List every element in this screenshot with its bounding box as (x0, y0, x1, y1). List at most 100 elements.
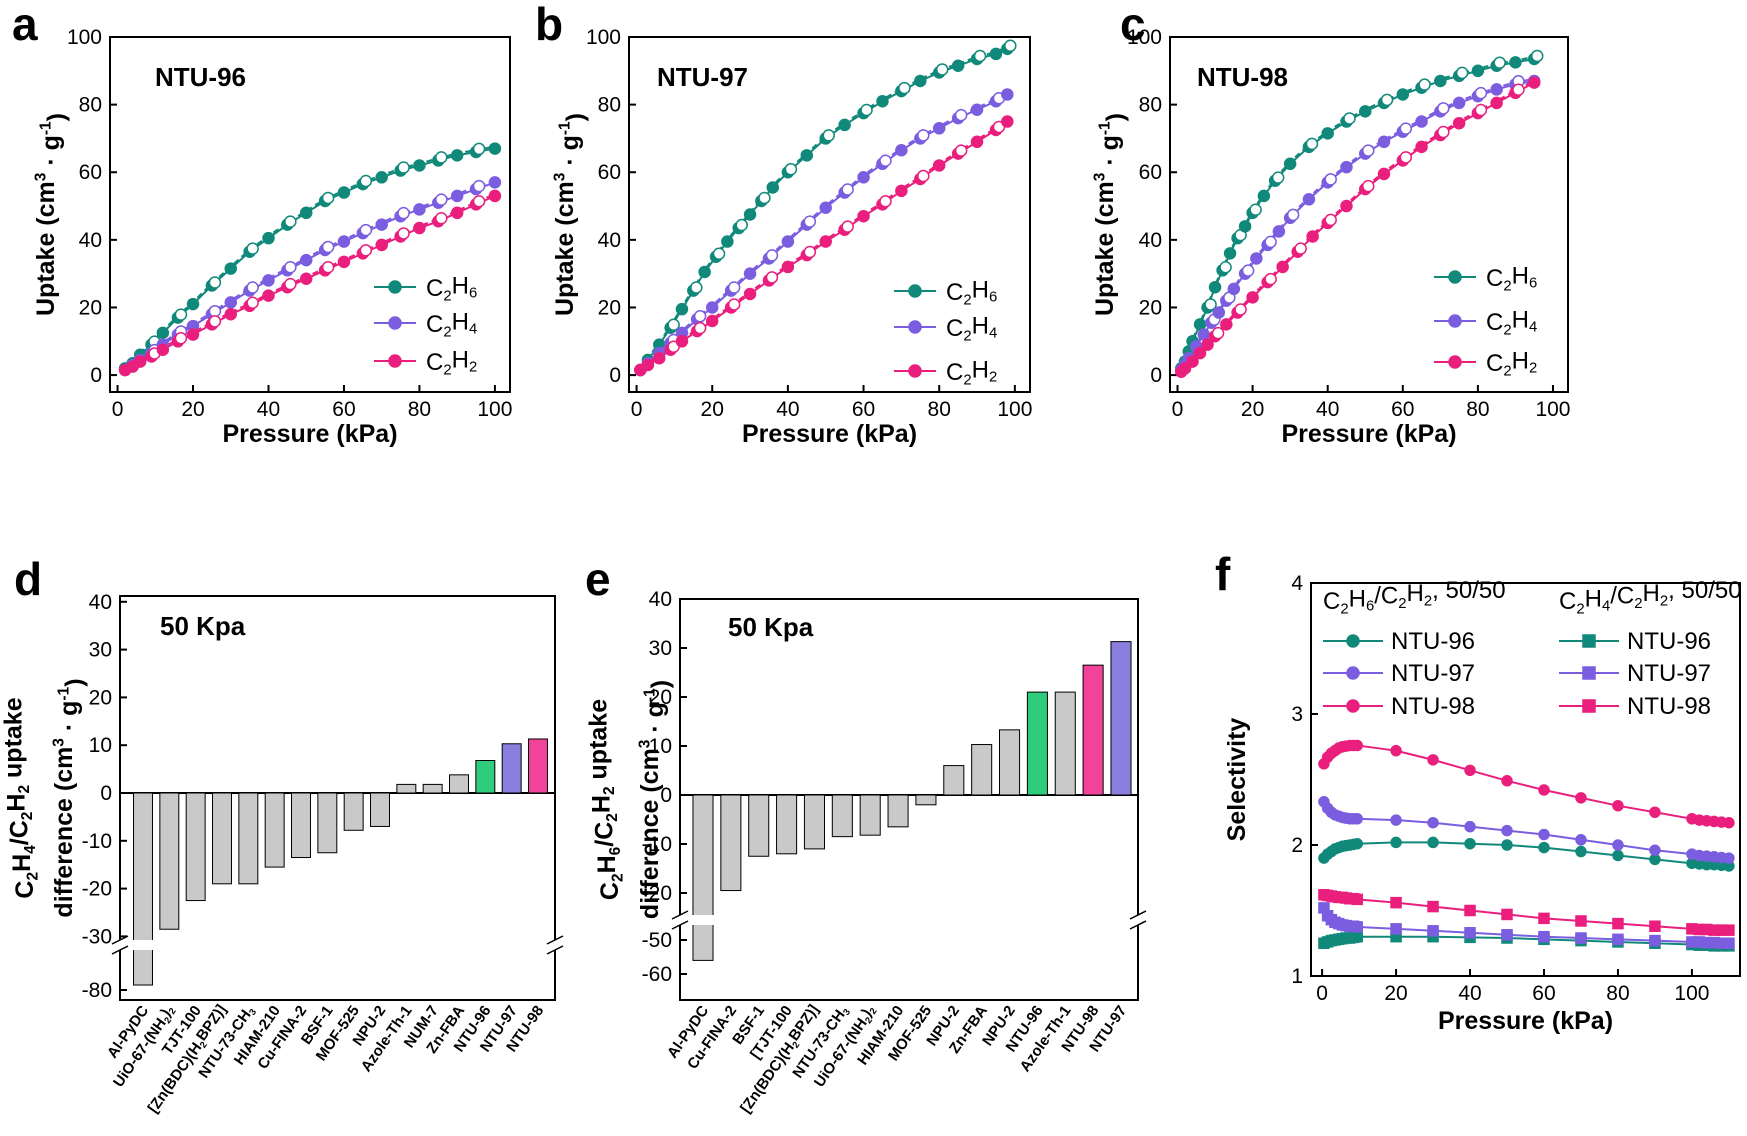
data-point (1390, 896, 1402, 909)
x-tick-label: 80 (408, 398, 431, 421)
data-point (1538, 912, 1550, 925)
adsorption-point (895, 184, 908, 198)
y-tick-label: 60 (598, 161, 621, 184)
adsorption-point (705, 301, 719, 314)
data-point (1575, 834, 1587, 846)
legend-label: C2H4 (426, 308, 477, 340)
y-tick-label: -80 (82, 979, 112, 1002)
data-point (1351, 921, 1363, 933)
adsorption-point (857, 171, 870, 184)
desorption-point (208, 315, 222, 328)
adsorption-point (653, 351, 666, 365)
y-tick-label: -50 (642, 929, 672, 952)
data-point (1390, 923, 1402, 935)
desorption-point (1305, 137, 1319, 151)
adsorption-point (1321, 127, 1334, 140)
data-point (1501, 775, 1513, 787)
desorption-point (1474, 103, 1488, 117)
y-axis-label-line1: C2H4/C2H2 uptake (0, 697, 42, 898)
data-point (1351, 837, 1363, 850)
adsorption-point (299, 253, 313, 267)
y-tick-label: -20 (642, 882, 672, 905)
adsorption-point (1471, 64, 1485, 78)
desorption-point (321, 191, 335, 205)
data-point (1612, 799, 1624, 812)
adsorption-point (819, 235, 832, 248)
adsorption-point (299, 272, 313, 285)
data-point (1649, 920, 1661, 932)
desorption-point (1324, 173, 1337, 186)
y-tick-label: 0 (609, 364, 621, 387)
y-tick-label: 20 (79, 296, 102, 319)
panel-label: e (585, 553, 611, 605)
legend-label: C2H2 (946, 356, 997, 388)
desorption-point (1437, 102, 1450, 115)
x-axis-label: Pressure (kPa) (1281, 420, 1456, 448)
desorption-point (1241, 264, 1255, 277)
adsorption-point (1208, 280, 1222, 294)
adsorption-point (1434, 74, 1447, 88)
adsorption-point (698, 265, 711, 279)
desorption-point (1264, 272, 1277, 286)
x-axis-label: Pressure (kPa) (742, 420, 917, 448)
x-axis-label: Pressure (kPa) (222, 420, 397, 448)
bar (803, 794, 825, 850)
desorption-point (1418, 78, 1431, 91)
panel-d: d-30-20-10010203040-80Al-PyDCUiO-67-(NH2… (0, 553, 564, 1116)
y-tick-label: -30 (82, 925, 112, 948)
adsorption-point (156, 326, 170, 340)
bar (528, 738, 548, 794)
adsorption-point (337, 186, 351, 199)
y-tick-label: 40 (89, 591, 112, 614)
desorption-point (803, 215, 817, 228)
bar (831, 794, 853, 838)
desorption-point (1361, 179, 1375, 193)
series-line (1323, 893, 1729, 932)
panel-e: e-20-10010203040-50-60Al-PyDCCu-FINA-2BS… (585, 553, 1147, 1116)
adsorption-point (1340, 199, 1353, 213)
adsorption-point (1001, 115, 1014, 128)
y-axis-label: Uptake (cm3 · g-1) (32, 113, 70, 316)
adsorption-point (1452, 116, 1466, 130)
desorption-point (822, 129, 835, 142)
plot-frame (628, 36, 1031, 393)
y-tick-label: 10 (89, 734, 112, 757)
series-C2H6 (1175, 49, 1544, 375)
adsorption-point (781, 260, 795, 274)
legend-label: NTU-97 (1627, 660, 1711, 687)
data-point (1612, 917, 1624, 930)
data-point (1501, 839, 1513, 851)
data-point (1649, 844, 1661, 856)
adsorption-point (1396, 88, 1410, 101)
plot-frame (119, 595, 556, 1001)
series-C2H2 (1175, 76, 1541, 378)
bar (475, 759, 496, 794)
data-point (1464, 837, 1476, 850)
adsorption-point (133, 355, 147, 368)
panel-label: c (1120, 0, 1146, 50)
adsorption-point (1238, 220, 1252, 233)
desorption-point (1234, 303, 1247, 316)
series-NTU-98-square (1318, 889, 1735, 936)
adsorption-point (375, 218, 388, 231)
bar (238, 792, 259, 885)
legend-marker (908, 364, 922, 378)
data-point (1351, 813, 1363, 825)
desorption-point (435, 193, 448, 206)
legend-marker (1448, 355, 1462, 369)
desorption-point (246, 296, 259, 310)
adsorption-point (989, 47, 1003, 61)
bar (185, 792, 206, 902)
x-tick-label: 40 (1458, 982, 1481, 1005)
desorption-point (690, 281, 703, 294)
adsorption-point (857, 209, 870, 223)
desorption-point (917, 169, 930, 183)
desorption-point (397, 227, 410, 240)
bar (133, 792, 153, 986)
series-NTU-97-square (1318, 902, 1735, 949)
adsorption-point (1201, 338, 1214, 351)
adsorption-point (970, 135, 984, 149)
x-tick-label: 80 (928, 398, 951, 421)
y-tick-label: 2 (1291, 834, 1303, 857)
desorption-point (208, 276, 222, 289)
